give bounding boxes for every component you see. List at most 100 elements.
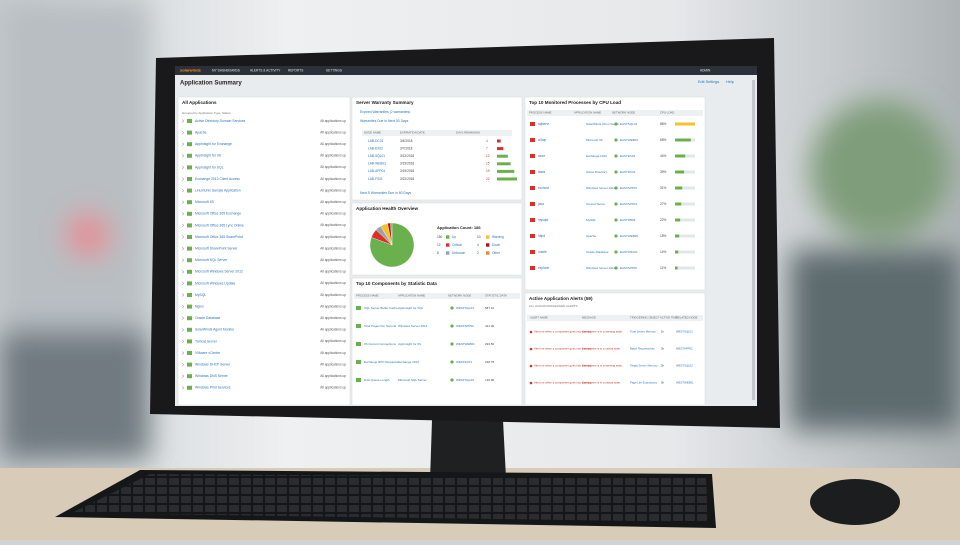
cpu-label: 14% <box>660 250 667 254</box>
expand-arrow <box>181 130 185 135</box>
process-name: lsass <box>538 170 546 174</box>
application-name[interactable]: Microsoft IIS <box>195 200 215 204</box>
warranty-line[interactable]: Warranties Due in Next 30 Days <box>360 119 409 123</box>
menu-item[interactable]: REPORTS <box>288 68 303 72</box>
application-name[interactable]: Oracle Database <box>195 316 221 320</box>
status-icon <box>187 153 192 158</box>
application-name[interactable]: Apache <box>195 130 207 134</box>
cpu-bar <box>675 170 685 174</box>
node-status <box>450 324 454 328</box>
component-icon <box>356 360 361 364</box>
column-header: STATISTIC DATA <box>485 294 507 298</box>
status-icon <box>187 316 192 321</box>
expand-arrow <box>181 223 185 228</box>
application-count: Application Count: 186 <box>437 225 481 230</box>
table-header <box>362 130 512 136</box>
application-name[interactable]: Exchange 2013 Client Access <box>195 177 240 181</box>
cpu-label: 39% <box>660 170 667 174</box>
status-icon <box>187 246 192 251</box>
component-icon <box>356 342 361 346</box>
days-remaining: 12 <box>486 154 490 158</box>
component-cell: Exchange RPC Requests <box>364 360 399 364</box>
cpu-track <box>675 234 695 238</box>
alert-cell: WESTSQL02 <box>676 364 693 368</box>
expand-arrow <box>181 154 185 158</box>
application-status: All applications up <box>320 258 346 262</box>
alert-cell: WESTSQL01 <box>676 330 693 334</box>
panel-subtitle: ALL UNACKNOWLEDGED ALERTS <box>529 304 578 308</box>
expand-arrow <box>181 188 185 193</box>
application-name[interactable]: Windows DHCP Server <box>195 362 231 366</box>
expand-arrow <box>181 200 185 204</box>
node-status <box>614 138 618 142</box>
application-name[interactable]: Windows DNS Server <box>195 374 229 378</box>
application-name[interactable]: Microsoft Office 365 Exchange <box>195 212 241 216</box>
expand-arrow <box>181 165 185 170</box>
expiration-date: 3/7/2018 <box>400 146 413 150</box>
status-icon <box>187 293 192 297</box>
alert-cell: Alert me when a component goes into warn… <box>534 381 592 385</box>
menu-item[interactable]: MY DASHBOARDS <box>212 68 240 72</box>
application-name[interactable]: SolarWinds Agent Monitor <box>195 328 235 332</box>
alert-cell: 3h <box>661 347 665 351</box>
expiration-date: 3/12/2018 <box>400 154 414 158</box>
application-name[interactable]: Windows Print Services <box>195 386 231 390</box>
alert-cell: Component is in a warning state <box>582 364 622 368</box>
application-name[interactable]: Tomcat Server <box>195 339 218 343</box>
warranty-line[interactable]: Expired Warranties (2 warranties) <box>360 110 410 114</box>
cpu-bar <box>675 202 682 206</box>
application-name[interactable]: Active Directory Domain Services <box>195 119 246 123</box>
column-header: NETWORK NODE <box>448 294 471 298</box>
menu-item[interactable]: SETTINGS <box>326 68 342 72</box>
process-app: Windows Server 2012 <box>586 186 616 190</box>
node-status <box>614 266 618 270</box>
application-name[interactable]: Microsoft Office 365 Lync Online <box>195 223 244 227</box>
application-name[interactable]: Linux/Unix Sample Application <box>195 188 241 192</box>
application-name[interactable]: Microsoft Windows Update <box>195 281 235 285</box>
node-status <box>614 234 618 238</box>
legend-swatch <box>446 235 450 239</box>
status-icon <box>187 304 192 309</box>
node-status <box>450 360 454 364</box>
status-icon <box>187 339 192 344</box>
legend-label: Up <box>452 235 456 239</box>
application-name[interactable]: Microsoft Windows Server 2012 <box>195 270 243 274</box>
top-bar <box>175 66 757 75</box>
panel-title: Application Health Overview <box>356 206 418 211</box>
process-node: EASTSQL01 <box>620 122 638 126</box>
application-status: All applications up <box>320 328 346 332</box>
alert-cell: WESTAPP02 <box>676 347 693 351</box>
application-status: All applications up <box>320 177 346 181</box>
days-remaining: 4 <box>486 139 488 143</box>
component-cell: 421.00 <box>485 324 495 328</box>
application-name[interactable]: AppInsight for Exchange <box>195 142 232 146</box>
component-cell: Total Pages Per Second <box>364 324 397 328</box>
application-name[interactable]: AppInsight for SQL <box>195 165 224 169</box>
status-icon <box>187 327 192 332</box>
application-status: All applications up <box>320 281 346 285</box>
application-name[interactable]: MySQL <box>195 293 206 297</box>
process-icon <box>530 186 535 190</box>
alert-cell: Total Server Memory <box>630 330 656 334</box>
status-icon <box>187 374 192 379</box>
status-icon <box>187 235 192 239</box>
application-name[interactable]: Microsoft SQL Server <box>195 258 228 262</box>
application-name[interactable]: Microsoft SharePoint Server <box>195 246 238 250</box>
days-remaining: 22 <box>486 177 490 181</box>
application-name[interactable]: VMware vCenter <box>195 351 221 355</box>
pie-slice <box>390 222 393 246</box>
status-icon <box>187 130 192 135</box>
cpu-label: 22% <box>660 218 667 222</box>
process-app: Windows Server 2012 <box>586 266 616 270</box>
cpu-label: 11% <box>660 266 666 270</box>
menu-item[interactable]: ALERTS & ACTIVITY <box>250 68 281 72</box>
alert-icon <box>529 347 533 351</box>
cpu-track <box>675 266 695 270</box>
header-link[interactable]: Help <box>726 80 734 84</box>
cpu-bar <box>675 218 681 222</box>
application-name[interactable]: Nginx <box>195 304 204 308</box>
application-name[interactable]: Microsoft Office 365 SharePoint <box>195 235 243 239</box>
header-link[interactable]: Edit Settings <box>698 80 719 84</box>
application-name[interactable]: AppInsight for IIS <box>195 154 222 158</box>
